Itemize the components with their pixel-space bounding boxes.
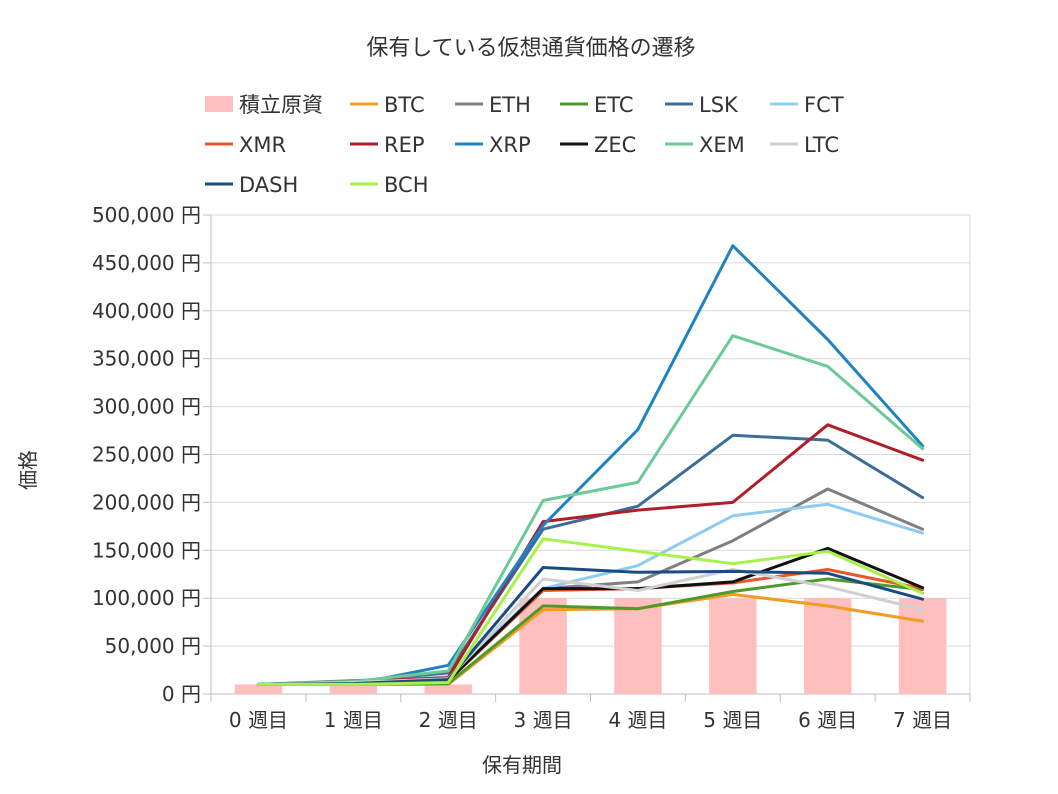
y-tick-label: 250,000 円 — [92, 443, 201, 467]
y-tick-label: 300,000 円 — [92, 395, 201, 419]
x-tick-label: 6 週目 — [798, 708, 857, 732]
legend-label: ETH — [489, 93, 531, 117]
x-tick-label: 3 週目 — [514, 708, 573, 732]
legend-label: 積立原資 — [239, 93, 323, 117]
x-tick-label: 5 週目 — [703, 708, 762, 732]
x-tick-label: 1 週目 — [324, 708, 383, 732]
y-axis-label: 価格 — [16, 450, 40, 490]
y-tick-label: 500,000 円 — [92, 203, 201, 227]
legend-label: BTC — [384, 93, 425, 117]
bar — [424, 684, 472, 694]
bar-series — [234, 598, 947, 694]
y-tick-label: 350,000 円 — [92, 347, 201, 371]
y-tick-label: 200,000 円 — [92, 490, 201, 514]
bar — [614, 598, 662, 694]
legend-label: LTC — [804, 133, 839, 157]
grid — [203, 214, 971, 702]
legend-label: BCH — [384, 173, 429, 197]
x-tick-label: 0 週目 — [229, 708, 288, 732]
x-tick-label: 2 週目 — [419, 708, 478, 732]
bar — [519, 598, 567, 694]
y-tick-label: 100,000 円 — [92, 586, 201, 610]
x-tick-label: 4 週目 — [608, 708, 667, 732]
y-tick-label: 0 円 — [162, 682, 201, 706]
legend-label: FCT — [804, 93, 844, 117]
legend-label: ETC — [594, 93, 634, 117]
x-tick-label: 7 週目 — [893, 708, 952, 732]
bar — [898, 598, 947, 694]
y-axis: 0 円 50,000 円 100,000 円 150,000 円 200,000 円 25… — [92, 203, 201, 706]
legend-label: XRP — [489, 133, 531, 157]
y-tick-label: 400,000 円 — [92, 299, 201, 323]
series-line-bch — [256, 537, 925, 686]
bar — [803, 598, 852, 694]
chart-title: 保有している仮想通貨価格の遷移 — [366, 36, 695, 61]
legend-label: XMR — [239, 133, 286, 157]
y-tick-label: 150,000 円 — [92, 538, 201, 562]
legend-label: REP — [384, 133, 425, 157]
series-line-xem — [256, 334, 925, 686]
x-axis: 0 週目 1 週目 2 週目 3 週目 4 週目 5 週目 6 週目 7 週目 — [229, 708, 952, 732]
bar — [329, 684, 378, 694]
legend-label: LSK — [699, 93, 739, 117]
legend-label: ZEC — [594, 133, 636, 157]
bar — [234, 684, 283, 694]
legend: 積立原資 BTC ETH ETC LSK FCT XMR REP XRP ZEC XEM LTC DAS… — [205, 93, 844, 197]
legend-label: DASH — [239, 173, 298, 197]
bar — [709, 598, 757, 694]
line-series-group — [256, 244, 925, 686]
y-tick-label: 450,000 円 — [92, 251, 201, 275]
legend-swatch-bar — [205, 96, 233, 112]
y-tick-label: 50,000 円 — [105, 634, 201, 658]
x-axis-label: 保有期間 — [482, 753, 562, 777]
legend-label: XEM — [699, 133, 745, 157]
